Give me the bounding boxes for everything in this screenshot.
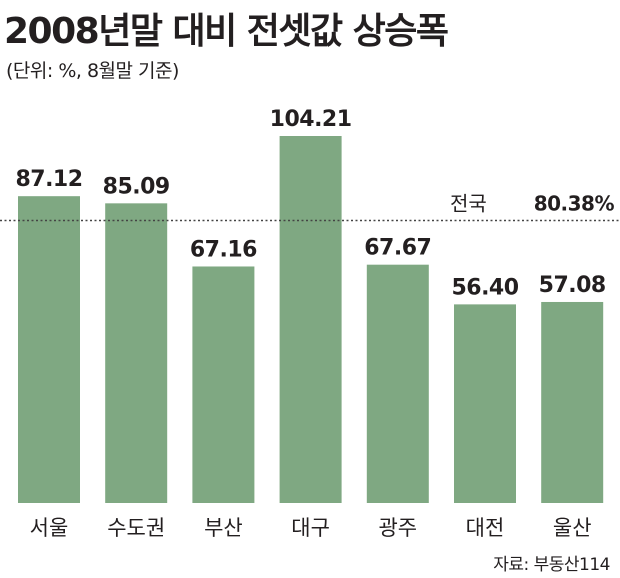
value-label-0: 87.12: [15, 167, 82, 192]
value-label-3: 104.21: [270, 107, 352, 132]
value-label-1: 85.09: [103, 174, 170, 199]
bar-1: [105, 203, 168, 503]
category-label-3: 대구: [291, 516, 330, 540]
national-average-label: 전국: [450, 192, 487, 216]
bar-6: [541, 301, 604, 503]
bar-0: [18, 196, 80, 503]
category-label-0: 서울: [30, 516, 69, 540]
category-label-1: 수도권: [107, 516, 165, 540]
bar-4: [366, 264, 429, 503]
source-note: 자료: 부동산114: [493, 555, 610, 575]
category-label-5: 대전: [466, 516, 505, 540]
bar-3: [279, 136, 342, 503]
chart-title: 2008년말 대비 전셋값 상승폭: [4, 11, 449, 52]
bar-5: [454, 304, 516, 503]
national-average-value: 80.38%: [534, 192, 615, 216]
value-label-2: 67.16: [190, 237, 257, 262]
category-label-4: 광주: [378, 516, 417, 540]
bar-2: [192, 266, 255, 503]
chart-unit-note: (단위: %, 8월말 기준): [6, 60, 179, 82]
value-label-6: 57.08: [539, 273, 606, 298]
value-label-4: 67.67: [364, 236, 431, 261]
category-label-2: 부산: [204, 516, 243, 540]
value-label-5: 56.40: [451, 275, 518, 300]
category-label-6: 울산: [553, 516, 592, 540]
